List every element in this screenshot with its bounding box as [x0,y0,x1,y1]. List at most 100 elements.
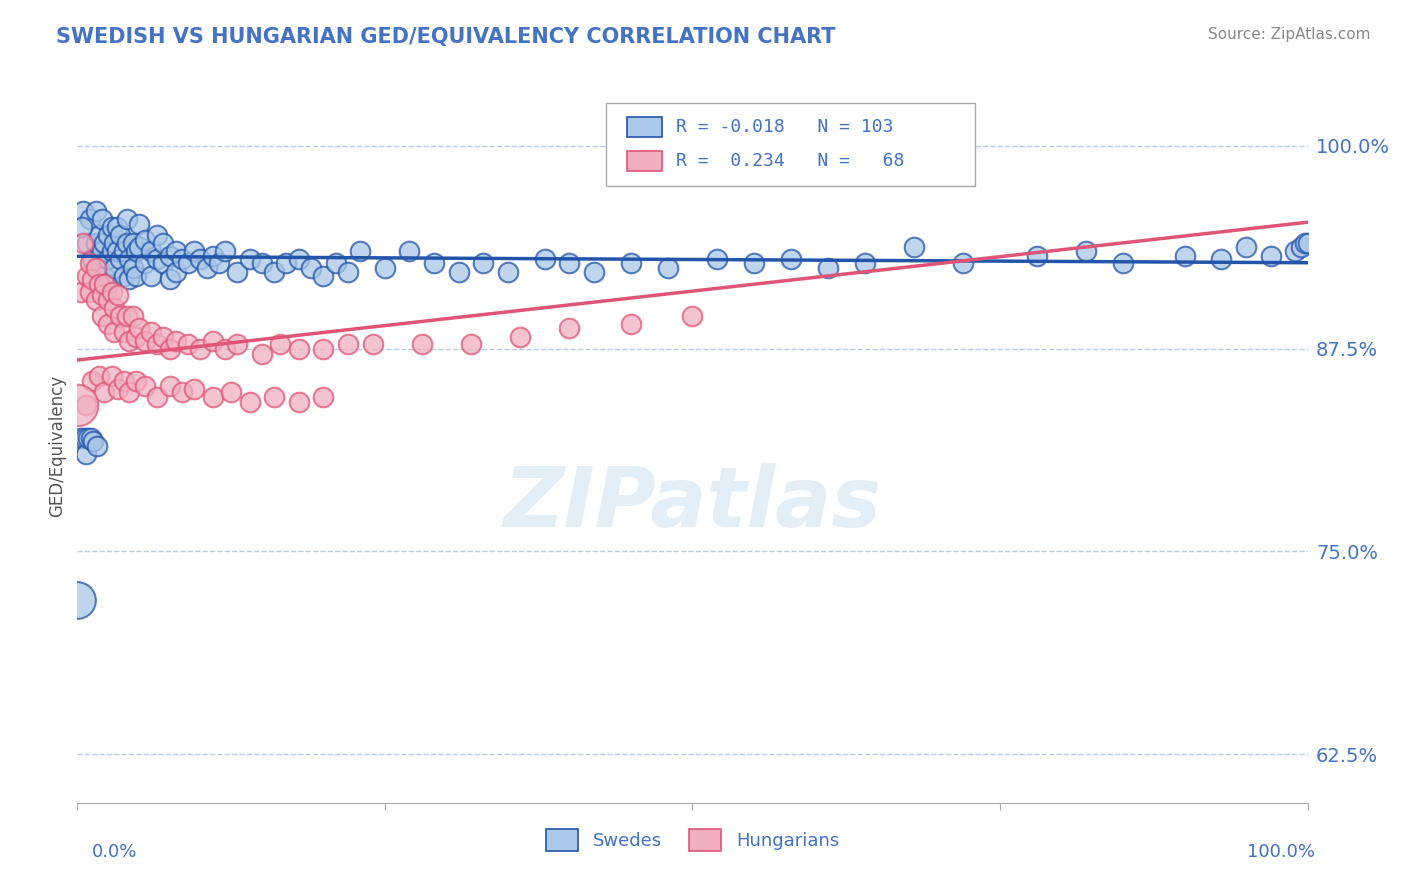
Point [903,239,925,253]
Point [952,256,974,270]
Point [107,288,129,302]
Point [107,382,129,396]
Point [84,236,107,251]
Point [349,244,371,259]
Point [312,268,335,283]
Text: R = -0.018   N = 103: R = -0.018 N = 103 [676,118,894,136]
Point [159,272,181,286]
Point [657,260,679,275]
Point [682,310,704,324]
Point [101,244,124,259]
Point [159,379,181,393]
Point [214,244,236,259]
Point [121,310,143,324]
Point [90,211,114,226]
Point [325,256,347,270]
Point [1284,244,1306,259]
Point [141,326,163,340]
Point [263,390,285,404]
Point [201,334,224,348]
Point [208,256,231,270]
Point [110,252,132,267]
Point [72,203,94,218]
Point [460,336,482,351]
Point [276,256,298,270]
Point [288,342,311,356]
Point [165,265,187,279]
Point [115,310,138,324]
Point [118,252,141,267]
Point [183,382,205,396]
Point [118,385,141,400]
Point [411,336,433,351]
Point [620,318,643,332]
Point [70,431,93,445]
Point [125,268,148,283]
Point [110,228,132,243]
Point [159,249,181,263]
Point [79,256,101,270]
Point [97,228,120,243]
Point [447,265,470,279]
Point [125,244,148,259]
Point [423,256,446,270]
Point [90,310,114,324]
Point [1291,239,1313,253]
Point [177,336,200,351]
Point [269,336,291,351]
Point [128,239,150,253]
Point [134,256,156,270]
Point [93,268,115,283]
Point [66,399,89,413]
Point [82,434,104,449]
Point [112,374,135,388]
Point [97,252,120,267]
Point [110,310,132,324]
Point [84,203,107,218]
Point [125,374,148,388]
Point [93,236,115,251]
Point [170,385,193,400]
Point [118,334,141,348]
Point [79,285,101,299]
Point [97,293,120,307]
Point [115,211,138,226]
Point [93,385,115,400]
Point [183,244,205,259]
Point [853,256,876,270]
Point [534,252,557,267]
Point [79,211,101,226]
Point [780,252,803,267]
Point [89,369,111,384]
Point [159,342,181,356]
Text: 0.0%: 0.0% [91,843,136,861]
Point [299,260,322,275]
Point [239,395,262,409]
Point [583,265,606,279]
Point [288,252,311,267]
Point [201,249,224,263]
Text: ZIPatlas: ZIPatlas [503,463,882,543]
Point [105,220,128,235]
Point [219,385,242,400]
Point [90,288,114,302]
Point [201,390,224,404]
FancyBboxPatch shape [627,117,662,137]
Point [103,326,125,340]
Point [558,256,581,270]
FancyBboxPatch shape [606,103,976,186]
Point [337,336,360,351]
Point [1294,236,1316,251]
Point [239,252,262,267]
Point [82,374,104,388]
Point [70,220,93,235]
Point [1026,249,1049,263]
Legend: Swedes, Hungarians: Swedes, Hungarians [538,822,846,858]
Point [112,326,135,340]
Point [165,334,187,348]
Point [134,233,156,247]
Point [80,431,103,445]
Point [1260,249,1282,263]
Point [1234,239,1257,253]
Point [472,256,495,270]
